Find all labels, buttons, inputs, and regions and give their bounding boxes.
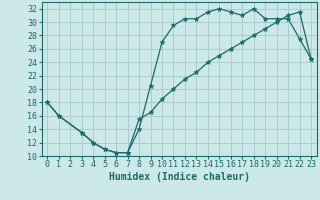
X-axis label: Humidex (Indice chaleur): Humidex (Indice chaleur) (109, 172, 250, 182)
